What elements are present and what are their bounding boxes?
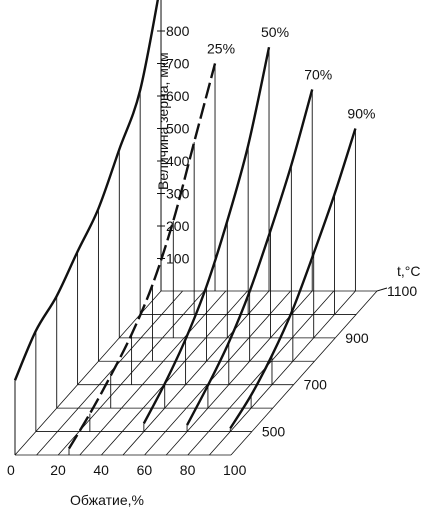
reduction-tick-label: 100 [223, 462, 247, 478]
tick-labels: 0 20 40 60 80 100 500 700 900 1100 [7, 283, 417, 478]
grain-size-tick-label: 700 [166, 55, 190, 71]
temperature-axis-stub [376, 287, 388, 292]
floor-grid-line-reduction [36, 290, 183, 456]
reduction-tick-label: 40 [93, 462, 109, 478]
reduction-tick-label: 80 [180, 462, 196, 478]
series-label: 90% [347, 105, 375, 121]
grain-size-tick-label: 400 [166, 153, 190, 169]
curve-50pct [142, 46, 271, 425]
grain-size-tick-label: 500 [166, 120, 190, 136]
temperature-tick-label: 700 [304, 377, 328, 393]
x-axis-title: Обжатие,% [70, 492, 144, 508]
floor-grid-line-reduction [187, 290, 335, 456]
floor-grid-line-reduction [230, 290, 378, 456]
curve-70pct [185, 89, 314, 426]
drop-lines [14, 0, 356, 455]
y-axis-title: Величина зерна, мкм [155, 52, 171, 190]
curves [13, 0, 357, 450]
floor-grid-line-reduction [122, 290, 270, 456]
grain-size-tick-label: 800 [166, 23, 190, 39]
curve-25pct [67, 63, 217, 450]
reduction-tick-label: 20 [50, 462, 66, 478]
curve-0pct [13, 0, 159, 381]
series-labels: 0%25%50%70%90% [207, 24, 375, 121]
temperature-tick-label: 1100 [387, 283, 417, 299]
floor-grid-line-reduction [14, 290, 162, 456]
grain-size-tick-label: 600 [166, 88, 190, 104]
temperature-tick-label: 500 [262, 424, 286, 440]
floor-grid-line-reduction [79, 290, 227, 456]
series-label: 25% [207, 40, 235, 56]
temperature-tick-label: 900 [345, 330, 369, 346]
floor-grid-line-reduction [209, 290, 356, 456]
floor-grid-line-reduction [144, 290, 291, 456]
floor-grid-line-reduction [101, 290, 248, 456]
series-label: 70% [304, 66, 332, 82]
series-label: 50% [261, 24, 289, 40]
reduction-tick-label: 60 [137, 462, 153, 478]
reduction-tick-label: 0 [7, 462, 15, 478]
grain-size-tick-label: 100 [166, 250, 190, 266]
curve-90pct [229, 128, 357, 429]
grain-size-tick-label: 300 [166, 185, 190, 201]
grain-size-tick-label: 200 [166, 218, 190, 234]
temperature-axis [376, 287, 388, 292]
z-axis-title: t,°C [397, 263, 421, 279]
